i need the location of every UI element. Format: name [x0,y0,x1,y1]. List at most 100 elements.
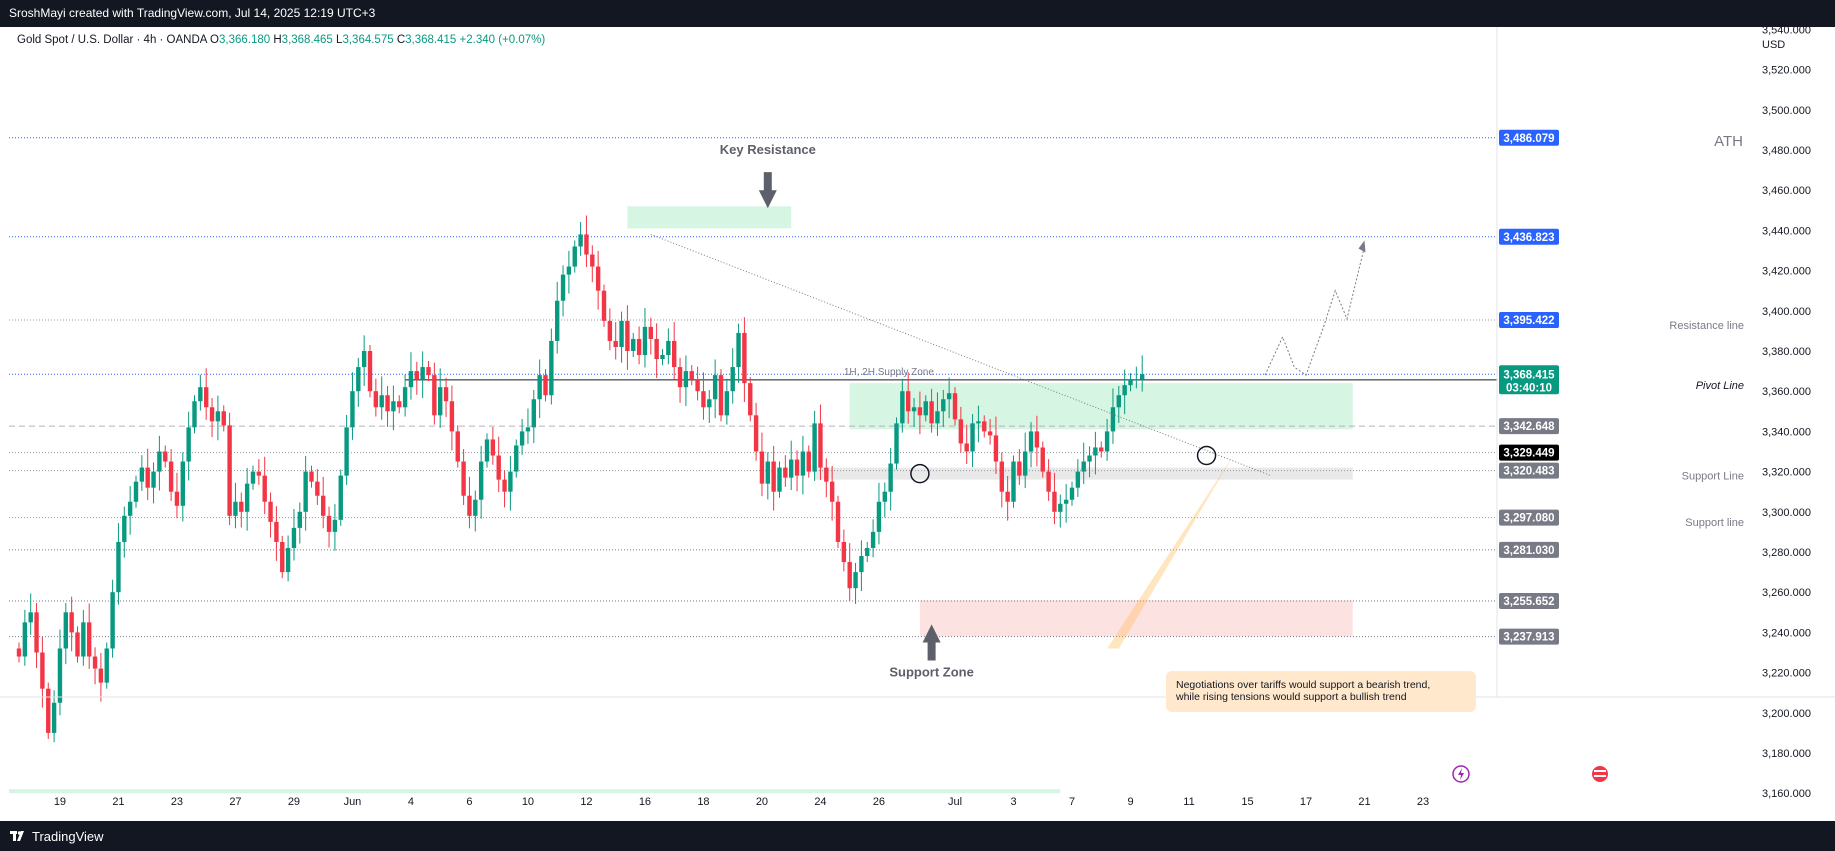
date-tick-label: 23 [1417,796,1429,808]
price-tick-label: 3,480.000 [1762,145,1811,157]
candle-up [139,467,145,482]
price-tick-label: 3,220.000 [1762,668,1811,680]
change-value: +2.340 (+0.07%) [459,34,546,46]
time-axis[interactable]: 19 21 23 27 29 Jun 4 6 10 12 16 18 20 24 26 Jul 3 7 9 11 15 1… [0,696,1835,808]
us-flag-stripe [1594,770,1606,772]
candle-up [1063,499,1069,504]
candle-down [227,425,232,516]
candle-down [625,320,630,351]
candle-down [636,338,642,356]
price-chart[interactable]: Key Resistance Support Zone 1H, 2H Supply … [0,27,1835,821]
candle-down [689,371,694,380]
note-callout-pointer [1107,451,1236,649]
candle-up [578,234,583,247]
candle-down [590,254,595,267]
candle-down [841,541,847,563]
candle-up [1134,379,1139,381]
candle-down [607,320,613,341]
candle-up [1023,451,1028,476]
candle-up [812,423,817,472]
low-label: L [336,34,343,46]
candle-up [198,387,203,402]
candle-down [98,668,104,683]
candle-up [789,459,794,478]
price-tick-label: 3,300.000 [1762,507,1811,519]
candle-down [34,612,39,653]
price-tag-label: 3,486.079 [1503,133,1554,145]
candle-up [935,411,940,424]
candle-up [660,355,665,360]
candle-up [116,541,121,593]
price-tag-label: 3,436.823 [1503,232,1554,244]
close-value: 3,368.415 [405,34,457,46]
candle-up [22,622,28,657]
candle-up [28,612,33,623]
candle-up [1140,374,1145,380]
support-line-1-label: Support Line [1682,471,1744,483]
candle-down [771,461,776,492]
key-resistance-label: Key Resistance [720,142,816,157]
candle-up [297,511,302,528]
candle-up [1075,471,1081,488]
candle-down [987,431,993,436]
price-tag-label: 3,237.913 [1503,632,1554,644]
candle-up [408,371,414,388]
candle-down [601,290,607,321]
date-tick-label: 4 [408,796,414,808]
candle-down [239,501,244,512]
price-tag-label: 3,329.449 [1503,448,1554,460]
candle-down [783,467,788,478]
support-zone-label: Support Zone [889,665,974,680]
tradingview-icon [10,830,24,841]
candle-down [584,234,589,255]
candle-down [794,459,800,476]
candle-up [1116,395,1121,408]
candle-up [151,471,156,488]
candle-up [736,332,741,368]
tradingview-logo[interactable]: TradingView [10,829,104,844]
price-tick-label: 3,200.000 [1762,708,1811,720]
candle-up [379,395,384,408]
candle-up [730,367,735,392]
candle-down [1046,471,1051,492]
candle-up [233,501,238,516]
high-value: 3,368.465 [281,34,333,46]
date-tick-label: 27 [229,796,241,808]
candle-up [186,427,191,462]
candle-down [917,407,923,416]
date-tick-label: 18 [697,796,709,808]
candle-up [888,463,893,492]
price-tag [1499,509,1559,526]
candle-down [952,393,958,420]
price-tag [1499,628,1559,645]
date-tick-label: 11 [1183,796,1194,808]
price-tick-label: 3,500.000 [1762,105,1811,117]
candle-up [894,423,899,464]
candle-up [122,515,127,542]
price-axis[interactable]: USD 3,160.000 3,180.000 3,200.000 3,220.000 3… [1496,27,1811,800]
zones-layer [9,206,1353,794]
date-tick-label: 9 [1127,796,1133,808]
us-flag-stripe [1594,775,1606,777]
candle-down [1040,447,1045,472]
candle-down [256,471,262,476]
date-tick-label: 10 [522,796,534,808]
candle-down [742,332,747,384]
candle-up [478,461,484,500]
candle-up [537,375,542,400]
price-tag [1499,312,1559,329]
candle-down [906,391,911,412]
candle-up [332,519,338,532]
candle-up [876,501,882,532]
note-line-2: while rising tensions would support a bu… [1176,691,1407,703]
candle-down [654,338,659,360]
candle-down [321,495,326,516]
candle-up [683,371,689,388]
date-tick-label: 7 [1069,796,1075,808]
candle-up [350,391,355,428]
candle-up [859,556,864,573]
candle-up [110,592,115,649]
us-flag-event-icon [1592,766,1608,782]
date-tick-label: 24 [814,796,826,808]
down-arrow-icon [758,172,777,209]
